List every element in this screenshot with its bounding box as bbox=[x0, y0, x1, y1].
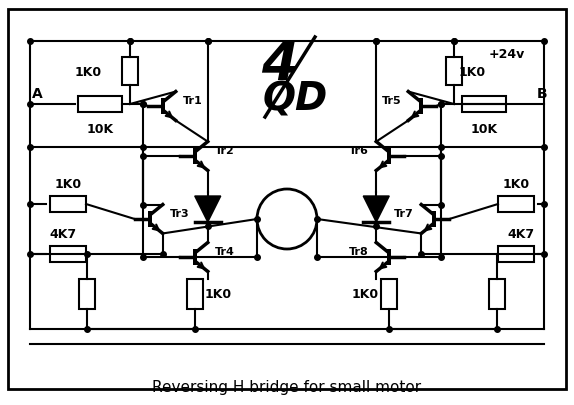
Bar bbox=[420, 99, 422, 114]
Text: Tr8: Tr8 bbox=[349, 246, 369, 256]
Text: 1K0: 1K0 bbox=[75, 65, 102, 78]
Bar bbox=[187, 279, 203, 309]
Text: Tr2: Tr2 bbox=[215, 146, 235, 156]
Bar bbox=[122, 58, 138, 86]
Bar bbox=[489, 279, 505, 309]
Bar bbox=[387, 149, 390, 164]
Text: A: A bbox=[32, 87, 42, 101]
Polygon shape bbox=[195, 196, 221, 222]
Text: 1K0: 1K0 bbox=[55, 177, 82, 190]
Bar bbox=[161, 99, 165, 114]
Text: B: B bbox=[536, 87, 547, 101]
Text: Tr3: Tr3 bbox=[170, 209, 189, 218]
Bar bbox=[498, 196, 534, 213]
Text: QD: QD bbox=[262, 81, 328, 119]
Text: 10K: 10K bbox=[87, 123, 114, 136]
Bar bbox=[446, 58, 462, 86]
Bar bbox=[193, 250, 196, 265]
Bar bbox=[50, 246, 86, 262]
Text: Tr6: Tr6 bbox=[349, 146, 369, 156]
Bar bbox=[149, 212, 152, 227]
Text: Tr5: Tr5 bbox=[381, 96, 401, 106]
Bar bbox=[79, 279, 95, 309]
Text: 1K0: 1K0 bbox=[502, 177, 530, 190]
Text: Tr4: Tr4 bbox=[215, 246, 235, 256]
Bar bbox=[432, 212, 436, 227]
Bar bbox=[78, 97, 122, 113]
Polygon shape bbox=[363, 196, 389, 222]
Text: 10K: 10K bbox=[471, 123, 498, 136]
Text: 1K0: 1K0 bbox=[459, 65, 486, 78]
Bar bbox=[50, 196, 86, 213]
Bar bbox=[498, 246, 534, 262]
Text: 4: 4 bbox=[261, 39, 297, 91]
Text: +24v: +24v bbox=[489, 48, 525, 61]
Text: 4K7: 4K7 bbox=[507, 228, 534, 241]
Bar bbox=[193, 149, 196, 164]
Bar bbox=[381, 279, 397, 309]
Bar bbox=[462, 97, 506, 113]
Text: Reversing H bridge for small motor: Reversing H bridge for small motor bbox=[153, 379, 421, 394]
Text: Tr1: Tr1 bbox=[183, 96, 203, 106]
Text: 4K7: 4K7 bbox=[49, 228, 76, 241]
Text: Tr7: Tr7 bbox=[394, 209, 414, 218]
Text: 1K0: 1K0 bbox=[352, 288, 379, 301]
Text: 1K0: 1K0 bbox=[205, 288, 232, 301]
Bar bbox=[387, 250, 390, 265]
